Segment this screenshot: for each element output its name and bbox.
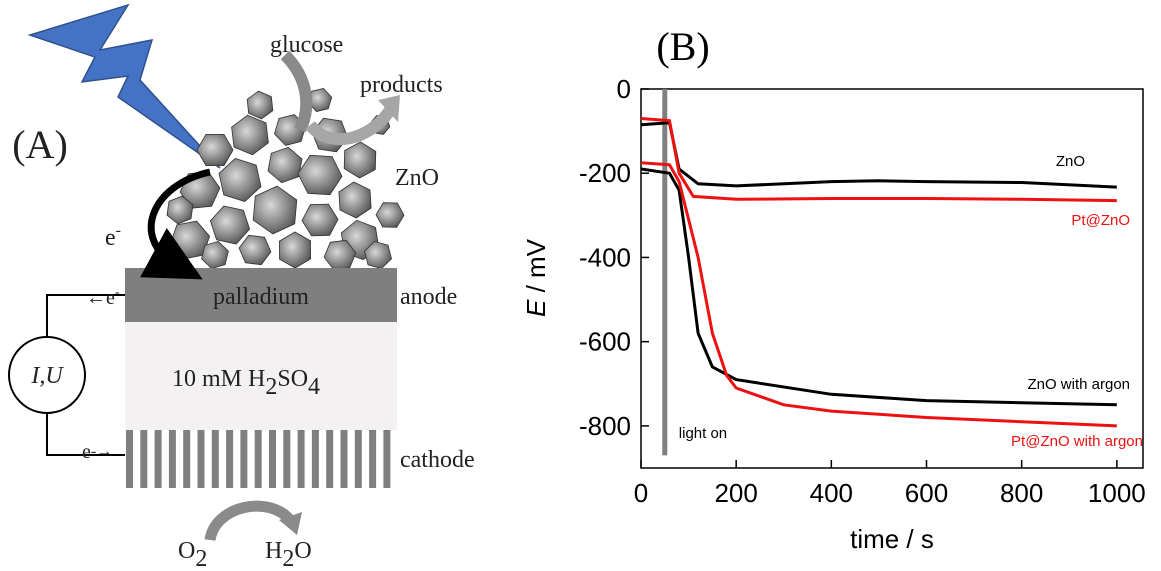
label-zno: ZnO <box>395 165 439 191</box>
x-tick-label: 200 <box>714 478 757 508</box>
x-tick-label: 400 <box>810 478 853 508</box>
zno-particles <box>167 89 404 270</box>
cathode-stripe <box>283 430 290 488</box>
cathode-stripe <box>140 430 147 488</box>
label-wire-bottom: e-→ <box>82 441 112 463</box>
y-tick-label: -800 <box>579 411 631 441</box>
reduction-arrow <box>210 506 290 540</box>
cathode-stripe <box>355 430 362 488</box>
text: H <box>265 538 282 564</box>
cathode-stripe <box>383 430 390 488</box>
text: 10 mM H <box>172 366 265 392</box>
series-label: Pt@ZnO with argon <box>1011 433 1143 450</box>
text: SO <box>277 366 308 392</box>
cathode-stripe <box>240 430 247 488</box>
text: e <box>82 441 91 463</box>
annotation: light on <box>679 425 727 442</box>
text: 4 <box>308 374 320 400</box>
cathode-stripe <box>226 430 233 488</box>
cathode-stripe <box>183 430 190 488</box>
cathode-stripe <box>155 430 162 488</box>
panel-a: (A) glucose products ZnO e- palladium an… <box>9 5 475 571</box>
y-tick-label: -200 <box>579 158 631 188</box>
y-tick-label: -400 <box>579 242 631 272</box>
y-tick-label: 0 <box>617 74 631 104</box>
text: E <box>521 299 551 317</box>
cathode-stripe <box>298 430 305 488</box>
text: -→ <box>91 443 112 460</box>
cathode-stripe <box>269 430 276 488</box>
cathode-stripe <box>341 430 348 488</box>
text: - <box>116 222 121 239</box>
nanoparticle <box>279 232 310 268</box>
plot-frame <box>641 89 1143 468</box>
cathode-stripe <box>326 430 333 488</box>
nanoparticle <box>210 206 249 244</box>
nanoparticle <box>239 235 271 264</box>
nanoparticle <box>197 134 233 165</box>
label-glucose: glucose <box>270 32 343 58</box>
nanoparticle <box>268 147 302 182</box>
nanoparticle <box>202 241 229 268</box>
nanoparticle <box>302 204 338 236</box>
series-line <box>641 169 1117 405</box>
cathode-stripe <box>312 430 319 488</box>
x-tick-label: 600 <box>905 478 948 508</box>
text: 2 <box>195 546 207 571</box>
cathode-stripe <box>169 430 176 488</box>
nanoparticle <box>298 155 342 194</box>
nanoparticle <box>219 159 261 202</box>
panel-b: (B) time / s E / mV 0 -200 -400 -600 -800 0 20… <box>521 24 1146 554</box>
label-anode: anode <box>400 284 457 310</box>
text: e <box>105 225 116 251</box>
label-water: H2O <box>265 538 312 571</box>
series-label: Pt@ZnO <box>1071 212 1130 229</box>
text: O <box>178 538 195 564</box>
label-cathode: cathode <box>400 447 475 473</box>
text: / mV <box>521 238 551 299</box>
label-wire-top: ←e- <box>86 285 120 309</box>
x-tick-label: 0 <box>634 478 648 508</box>
text: 2 <box>265 374 277 400</box>
nanoparticle <box>253 186 297 234</box>
series-label: ZnO with argon <box>1027 376 1130 393</box>
text: O <box>294 538 311 564</box>
x-axis-label: time / s <box>850 524 934 554</box>
cathode-stripe <box>369 430 376 488</box>
series-line <box>641 119 1117 201</box>
cathode-electrode <box>126 430 390 488</box>
label-oxygen: O2 <box>178 538 207 571</box>
nanoparticle <box>339 182 371 218</box>
x-tick-label: 1000 <box>1088 478 1146 508</box>
cathode-stripe <box>255 430 262 488</box>
label-palladium: palladium <box>213 284 309 310</box>
y-axis-label: E / mV <box>521 238 551 317</box>
label-meter: I,U <box>30 363 64 389</box>
nanoparticle <box>232 115 269 155</box>
panel-label: (B) <box>656 24 709 69</box>
nanoparticle <box>376 203 404 228</box>
y-tick-label: -600 <box>579 327 631 357</box>
cathode-stripe <box>212 430 219 488</box>
label-electron: e- <box>105 222 121 251</box>
figure: (A) glucose products ZnO e- palladium an… <box>0 0 1161 571</box>
cathode-stripe <box>126 430 133 488</box>
panel-label: (A) <box>12 122 68 167</box>
text: - <box>115 285 120 300</box>
cathode-stripe <box>198 430 205 488</box>
nanoparticle <box>247 91 273 119</box>
x-tick-label: 800 <box>1000 478 1043 508</box>
text: ←e <box>86 287 115 309</box>
nanoparticle <box>344 142 376 178</box>
text: 2 <box>282 546 294 571</box>
series-label: ZnO <box>1056 153 1085 170</box>
series-line <box>641 123 1117 187</box>
label-products: products <box>360 72 443 98</box>
